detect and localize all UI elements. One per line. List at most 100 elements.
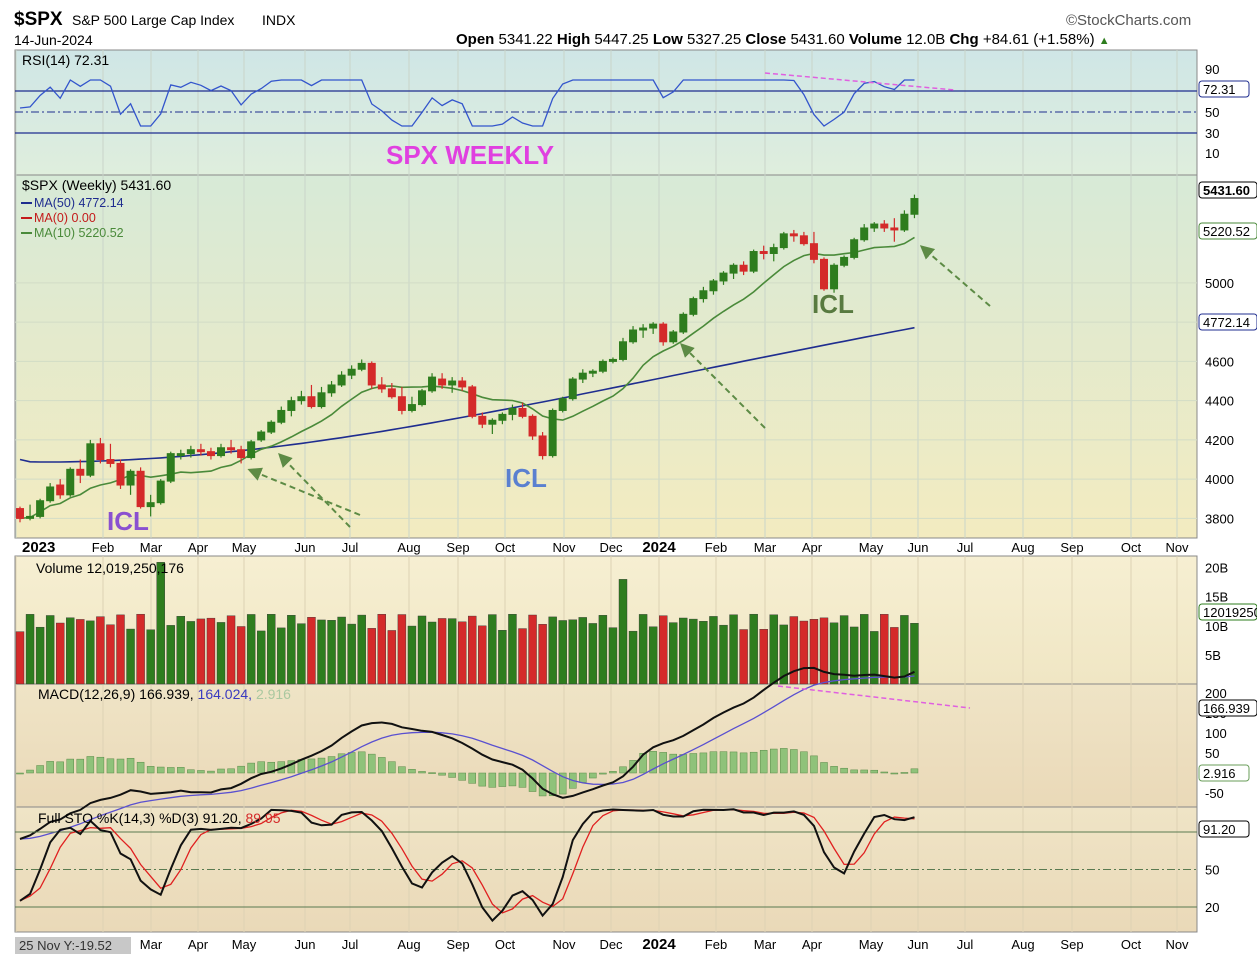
x-label-6: Jul <box>342 540 359 555</box>
candle-body-58 <box>598 360 607 372</box>
macd-hist-89 <box>910 768 919 774</box>
candle-body-75 <box>769 247 778 254</box>
macd-hist-73 <box>749 751 758 774</box>
volume-bar-76 <box>779 624 788 685</box>
candle-body-11 <box>126 470 135 486</box>
macd-hist-86 <box>880 771 889 774</box>
candle-body-60 <box>619 341 627 360</box>
candle-body-16 <box>176 453 185 457</box>
volume-bar-45 <box>468 615 477 685</box>
volume-tick-0: 20B <box>1205 561 1228 576</box>
volume-bar-44 <box>458 621 467 685</box>
candle-body-42 <box>438 378 447 386</box>
candle-body-22 <box>237 449 246 459</box>
sto-tick-1: 50 <box>1205 863 1219 878</box>
close-value: 5431.60 <box>790 31 845 48</box>
x-label-17: Jun <box>908 540 929 555</box>
candle-body-48 <box>498 413 507 421</box>
price-panel <box>14 174 1198 539</box>
candle-body-0 <box>16 508 24 519</box>
volume-bar-69 <box>709 616 718 685</box>
candle-body-41 <box>428 376 437 392</box>
volume-bar-29 <box>307 617 316 685</box>
candle-body-88 <box>900 213 909 231</box>
volume-value-tag: 12019250176 <box>1198 603 1257 621</box>
volume-bar-35 <box>367 628 376 685</box>
rsi-value-tag: 72.31 <box>1198 80 1250 98</box>
macd-hist-15 <box>167 767 175 774</box>
volume-bar-73 <box>749 613 758 685</box>
candle-body-77 <box>789 233 798 237</box>
rsi-tick-0: 90 <box>1205 62 1219 77</box>
macd-hist-47 <box>488 772 497 788</box>
x-bottom-label-0: Mar <box>140 937 163 952</box>
candle-body-6 <box>76 468 85 476</box>
x-label-19: Aug <box>1011 540 1034 555</box>
volume-bar-27 <box>287 615 296 685</box>
candle-body-39 <box>407 404 416 411</box>
chg-value: +84.61 (+1.58%) <box>982 31 1095 48</box>
candle-body-86 <box>880 223 889 229</box>
close-label: Close <box>745 31 787 48</box>
macd-hist-82 <box>840 767 848 774</box>
x-label-9: Oct <box>495 540 516 555</box>
macd-hist-2 <box>36 765 44 774</box>
candle-body-26 <box>277 409 286 423</box>
candle-body-15 <box>166 453 175 482</box>
macd-value-1: 166.939, <box>139 686 194 702</box>
volume-bar-77 <box>789 616 799 685</box>
macd-hist-76 <box>780 748 788 774</box>
arrow-4 <box>919 245 991 307</box>
brand-label: ©StockCharts.com <box>1066 12 1192 29</box>
open-label: Open <box>456 31 495 48</box>
symbol: $SPX <box>14 9 63 30</box>
svg-text:4772.14: 4772.14 <box>1203 315 1250 330</box>
volume-bar-86 <box>880 614 889 685</box>
candle-body-9 <box>106 459 115 464</box>
volume-bar-25 <box>267 614 276 685</box>
sto-d-line <box>19 809 915 914</box>
close-value-tag: 5431.60 <box>1198 181 1257 199</box>
volume-bar-75 <box>769 614 778 685</box>
volume-bar-18 <box>196 618 206 685</box>
x-label-13: Feb <box>705 540 727 555</box>
candle-body-46 <box>478 415 487 425</box>
volume-bar-21 <box>226 615 236 685</box>
macd-hist-46 <box>478 772 487 787</box>
volume-bar-78 <box>799 620 809 685</box>
macd-hist-16 <box>177 767 185 774</box>
candle-body-14 <box>156 480 165 504</box>
volume-label: Volume <box>848 31 902 48</box>
candle-body-33 <box>347 368 356 376</box>
candle-body-54 <box>558 398 567 411</box>
rsi-label: RSI(14) 72.31 <box>22 52 109 68</box>
volume-bar-49 <box>508 614 517 685</box>
macd-hist-71 <box>729 751 738 774</box>
volume-bar-50 <box>518 628 527 685</box>
volume-bar-17 <box>186 621 196 685</box>
x-bottom-label-3: Jun <box>295 937 316 952</box>
rsi-layer <box>15 79 1197 134</box>
macd-hist-0 <box>16 772 24 775</box>
volume-bar-12 <box>136 613 145 685</box>
macd-hist-85 <box>870 769 878 774</box>
candle-body-23 <box>247 441 256 459</box>
x-label-21: Oct <box>1121 540 1142 555</box>
svg-text:166.939: 166.939 <box>1203 701 1250 716</box>
x-bottom-label-5: Aug <box>397 937 420 952</box>
candle-body-55 <box>568 378 577 400</box>
candle-body-24 <box>257 431 266 441</box>
volume-bar-88 <box>900 615 909 685</box>
macd-hist-42 <box>438 772 446 776</box>
macd-hist-83 <box>850 769 858 774</box>
chg-up-icon: ▲ <box>1098 35 1110 47</box>
macd-hist-4 <box>56 761 64 774</box>
candle-body-3 <box>46 486 55 502</box>
x-label-20: Sep <box>1060 540 1083 555</box>
index-name: S&P 500 Large Cap Index <box>72 12 235 28</box>
macd-hist-78 <box>800 751 808 774</box>
macd-hist-9 <box>106 758 115 774</box>
volume-tick-1: 15B <box>1205 590 1228 605</box>
rsi-tick-3: 30 <box>1205 126 1219 141</box>
volume-bar-47 <box>488 614 497 685</box>
